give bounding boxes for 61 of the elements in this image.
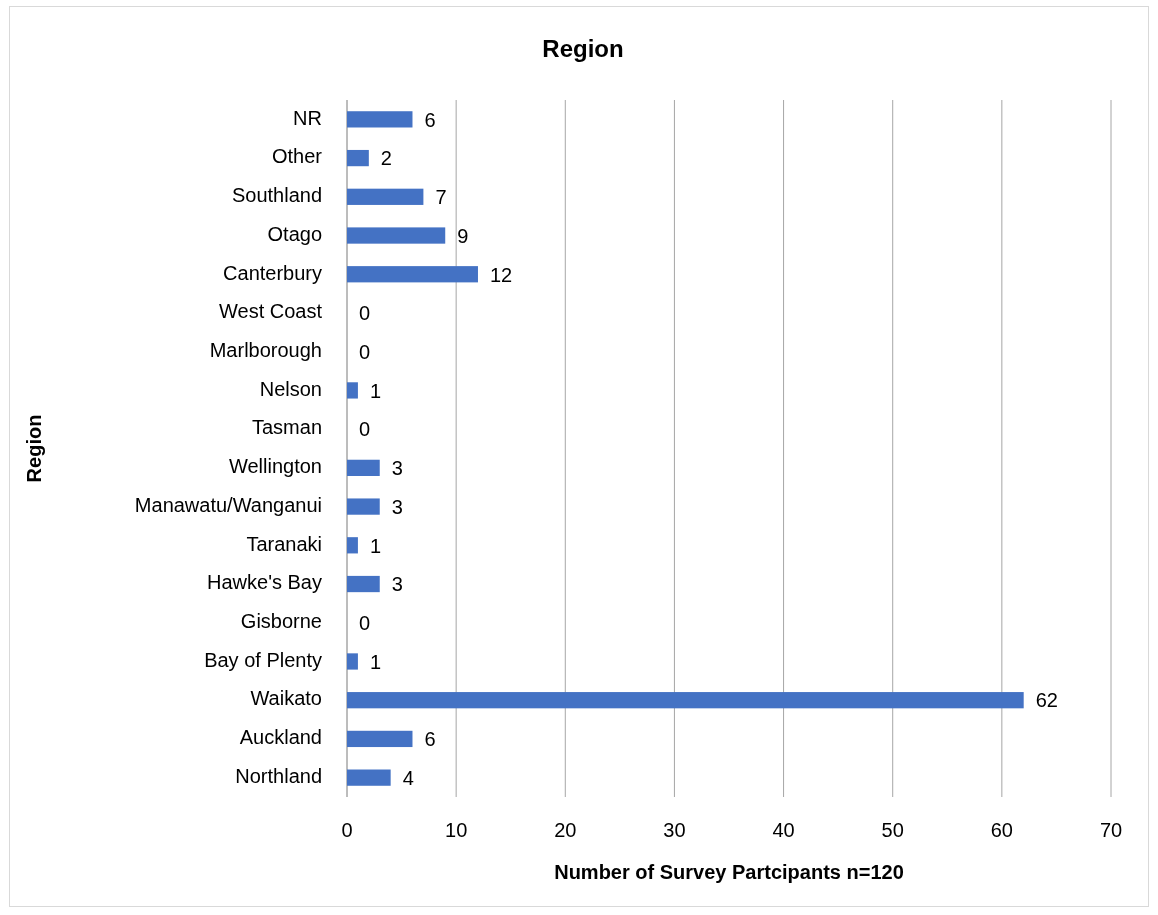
y-tick-label: Manawatu/Wanganui [134,493,322,516]
data-label: 3 [391,495,403,518]
bar [347,227,446,244]
bar [347,692,1024,709]
bar [347,149,369,167]
y-tick-label: Southland [231,184,322,207]
bar [347,653,358,670]
y-tick-label: West Coast [219,300,323,323]
data-label: 3 [391,573,403,596]
bar [347,188,424,205]
bar [347,730,413,748]
bar [347,459,380,476]
x-tick-label: 30 [663,819,686,841]
data-label: 1 [369,534,382,557]
data-label: 4 [402,766,414,789]
data-label: 62 [1035,689,1058,712]
bar [347,498,380,515]
y-tick-label: Canterbury [223,261,322,284]
data-label: 12 [489,263,513,286]
x-tick-label: 60 [990,819,1013,841]
y-tick-label: Tasman [251,416,322,439]
y-tick-label: Other [271,145,323,168]
data-label: 0 [359,612,371,635]
data-label: 0 [359,302,371,325]
y-tick-label: Gisborne [240,610,322,633]
bar [347,111,413,128]
y-tick-label: Hawke's Bay [207,571,322,594]
data-label: 7 [435,186,447,209]
x-tick-label: 50 [881,819,904,841]
y-tick-label: Nelson [259,377,322,400]
y-tick-label: Auckland [239,726,322,749]
data-label: 6 [424,728,436,751]
data-label: 0 [359,418,371,441]
data-label: 9 [457,224,469,247]
x-tick-label: 0 [341,819,353,841]
bar [347,537,358,554]
x-tick-label: 10 [445,819,468,841]
data-label: 6 [424,108,436,131]
bar [347,575,380,593]
y-axis-title: Region [23,414,45,483]
y-tick-label: Marlborough [209,338,322,361]
y-tick-label: Taranaki [246,532,322,555]
x-tick-label: 40 [772,819,795,841]
y-tick-label: Waikato [250,687,322,710]
x-axis-title: Number of Survey Partcipants n=120 [554,861,904,883]
data-label: 2 [380,147,392,170]
y-tick-label: Wellington [228,455,322,478]
data-label: 1 [369,650,382,673]
bar [347,266,478,283]
bar [347,382,358,399]
y-tick-label: Bay of Plenty [204,648,322,671]
y-tick-label: NR [293,106,322,129]
y-tick-label: Northland [235,764,322,787]
bar [347,769,391,786]
data-label: 0 [359,340,371,363]
data-label: 1 [369,379,382,402]
chart-title: Region [542,35,624,62]
y-tick-label: Otago [267,222,322,245]
data-label: 3 [391,457,403,480]
x-tick-label: 20 [554,819,577,841]
x-tick-label: 70 [1099,819,1123,841]
